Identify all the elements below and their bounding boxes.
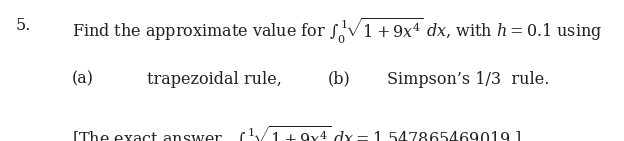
Text: (a): (a) <box>72 70 94 88</box>
Text: 5.: 5. <box>16 17 31 34</box>
Text: [The exact answer,  $\int_0^{\,1}\!\sqrt{1+9x^4}\; dx$$= 1.547865469019$ ]: [The exact answer, $\int_0^{\,1}\!\sqrt{… <box>72 124 521 141</box>
Text: (b): (b) <box>328 70 350 88</box>
Text: Find the approximate value for $\int_0^{\,1}\!\sqrt{1+9x^4}\; dx$, with $h = 0.1: Find the approximate value for $\int_0^{… <box>72 17 602 47</box>
Text: trapezoidal rule,: trapezoidal rule, <box>147 70 281 88</box>
Text: Simpson’s 1/3  rule.: Simpson’s 1/3 rule. <box>387 70 549 88</box>
